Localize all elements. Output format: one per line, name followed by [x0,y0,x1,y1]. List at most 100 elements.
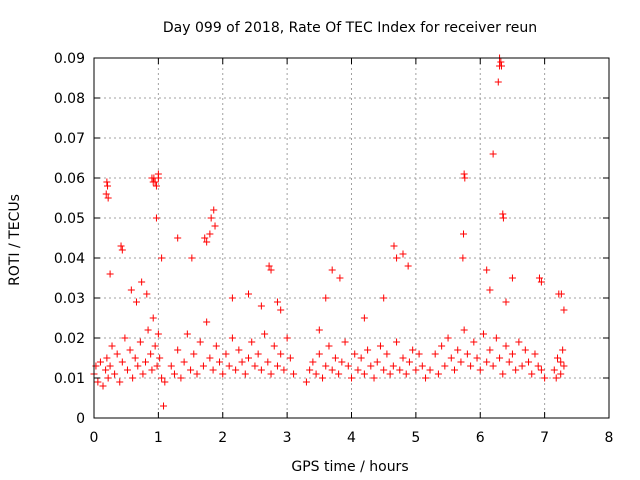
data-point [154,174,162,182]
data-point [489,362,497,370]
data-point [451,366,458,374]
data-point [354,366,362,374]
data-point [103,178,111,186]
data-point [426,366,434,374]
data-point [149,314,157,322]
y-tick-label: 0.06 [54,171,85,187]
data-point [257,366,265,374]
x-tick-label: 4 [347,430,356,446]
chart-title: Day 099 of 2018, Rate Of TEC Index for r… [163,20,537,36]
data-point [515,338,523,346]
data-point [136,338,144,346]
data-point [96,358,104,366]
data-point [104,374,112,382]
data-point [152,214,160,222]
data-point [322,294,330,302]
data-point [94,378,102,386]
data-point [476,366,484,374]
data-point [405,358,413,366]
data-point [209,366,217,374]
y-tick-label: 0.03 [54,291,85,307]
data-point [92,362,100,370]
data-point [537,366,545,374]
data-point [106,270,114,278]
data-point [521,346,529,354]
data-point [167,362,175,370]
data-point [257,302,265,310]
data-point [148,366,156,374]
x-tick-label: 8 [605,430,614,446]
data-point [102,190,110,198]
data-point [111,370,119,378]
data-point [412,366,420,374]
data-point [153,362,161,370]
data-point [156,354,164,362]
data-point [399,354,407,362]
data-point [265,262,273,270]
data-point [117,242,125,250]
data-point [99,382,107,390]
data-point [534,362,542,370]
data-point [360,370,368,378]
data-point [152,182,160,190]
data-point [267,266,275,274]
data-point [142,358,149,366]
data-point [499,370,507,378]
data-point [123,366,131,374]
data-point [550,366,558,374]
data-point [380,366,388,374]
data-point [127,286,135,294]
data-point [203,318,211,326]
data-point [360,314,368,322]
data-point [422,374,430,382]
data-point [492,334,500,342]
data-point [499,210,507,218]
data-point [434,370,442,378]
x-tick-label: 6 [476,430,485,446]
data-point [508,274,516,282]
data-point [161,378,169,386]
data-point [380,294,388,302]
data-point [341,338,349,346]
data-point [508,350,516,358]
data-point [357,354,365,362]
data-point [463,350,471,358]
data-point [415,350,423,358]
data-point [264,358,272,366]
x-tick-label: 5 [411,430,420,446]
x-tick-label: 1 [154,430,163,446]
data-point [104,194,112,202]
data-point [499,214,507,222]
y-tick-label: 0.08 [54,91,85,107]
data-point [273,298,281,306]
y-tick-label: 0.07 [54,131,85,147]
grid-lines [94,58,609,418]
data-point [309,358,317,366]
data-point [187,366,195,374]
data-point [535,274,543,282]
data-point [203,238,211,246]
data-point [106,362,114,370]
data-point [438,342,446,350]
data-points [90,54,568,410]
data-point [188,254,196,262]
data-point [151,178,159,186]
data-point [367,362,375,370]
data-point [174,346,182,354]
data-point [144,326,152,334]
data-point [496,354,504,362]
data-point [402,370,410,378]
data-point [151,342,159,350]
data-point [393,254,401,262]
data-point [418,362,426,370]
data-point [199,362,207,370]
data-point [254,350,262,358]
data-point [557,358,565,366]
data-point [454,346,462,354]
x-tick-labels: 0 1 2 3 4 5 6 7 8 [90,430,614,446]
data-point [557,290,565,298]
data-point [245,354,252,362]
data-point [206,230,214,238]
data-point [409,346,417,354]
